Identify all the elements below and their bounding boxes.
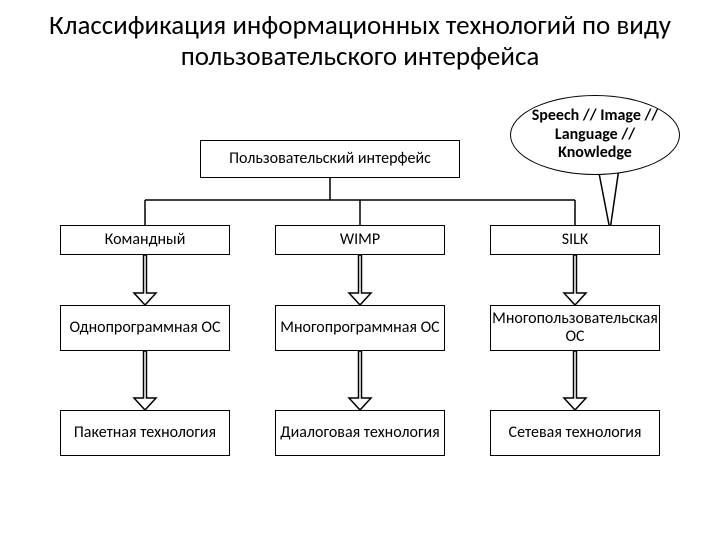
interface-box-command: Командный bbox=[60, 225, 230, 255]
tech-box-network: Сетевая технология bbox=[490, 410, 660, 456]
silk-callout: Speech // Image // Language // Knowledge bbox=[510, 95, 680, 175]
os-box-single: Однопрограммная ОС bbox=[60, 305, 230, 351]
interface-box-wimp: WIMP bbox=[275, 225, 445, 255]
tech-box-batch: Пакетная технология bbox=[60, 410, 230, 456]
silk-callout-label: Speech // Image // Language // Knowledge bbox=[510, 95, 680, 175]
page-title: Классификация информационных технологий … bbox=[0, 10, 720, 72]
tech-box-dialog: Диалоговая технология bbox=[275, 410, 445, 456]
interface-box-silk: SILK bbox=[490, 225, 660, 255]
root-box: Пользовательский интерфейс bbox=[200, 140, 460, 178]
connector-layer bbox=[0, 0, 720, 540]
os-box-multiuser: Многопользовательская ОС bbox=[490, 305, 660, 351]
os-box-multi: Многопрограммная ОС bbox=[275, 305, 445, 351]
